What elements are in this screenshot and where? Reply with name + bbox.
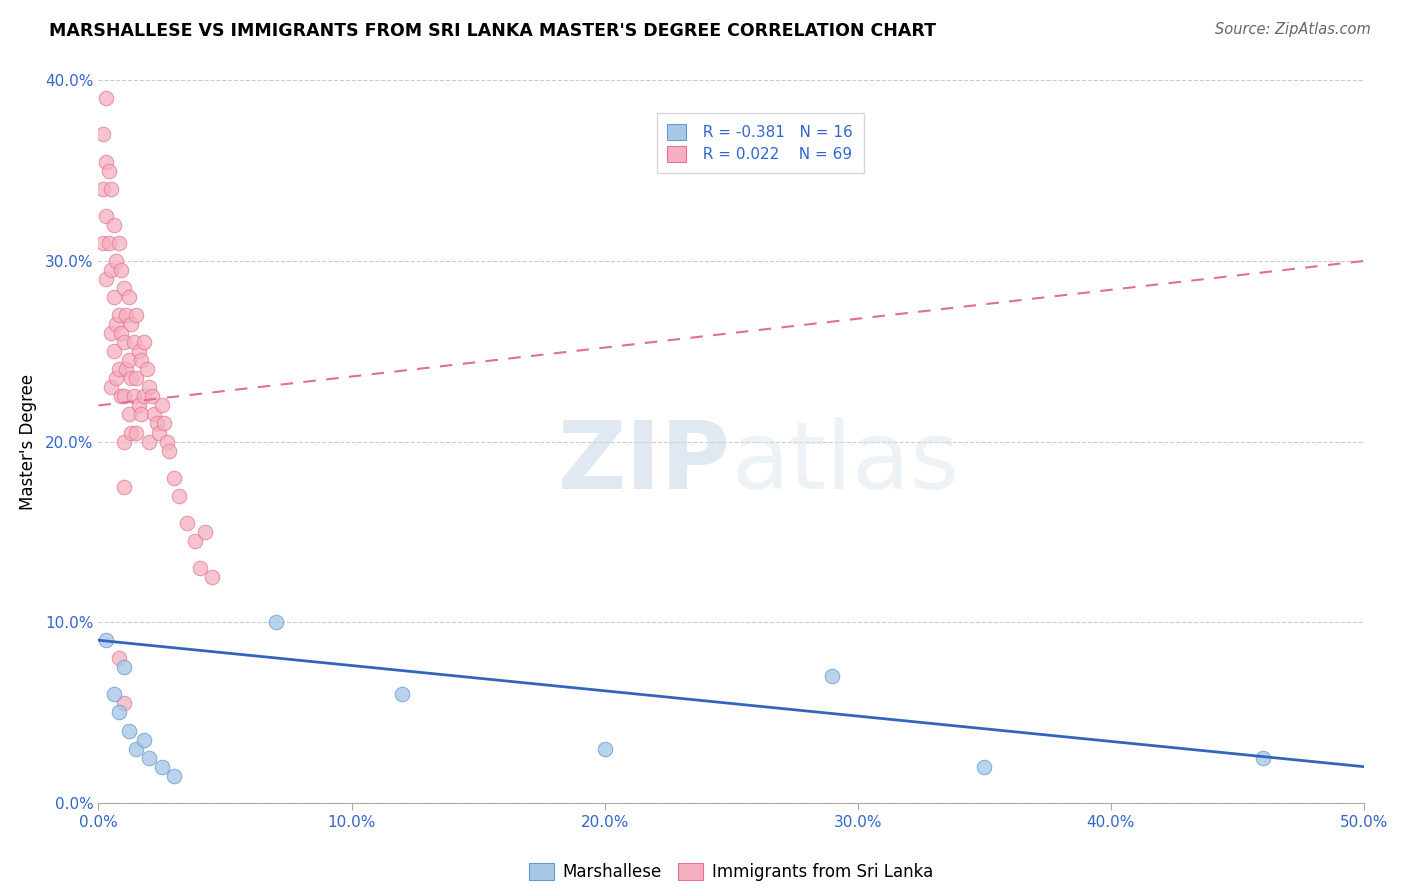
Point — [120, 371, 142, 385]
Point — [138, 380, 160, 394]
Point — [120, 317, 142, 331]
Point — [112, 480, 135, 494]
Point — [128, 398, 150, 412]
Point — [128, 344, 150, 359]
Point — [105, 317, 128, 331]
Point — [97, 235, 120, 250]
Point — [105, 254, 128, 268]
Point — [122, 335, 145, 350]
Point — [141, 389, 163, 403]
Point — [93, 235, 115, 250]
Y-axis label: Master's Degree: Master's Degree — [18, 374, 37, 509]
Point — [100, 182, 122, 196]
Point — [103, 687, 125, 701]
Point — [150, 760, 173, 774]
Point — [107, 235, 129, 250]
Point — [132, 389, 155, 403]
Point — [110, 263, 132, 277]
Point — [110, 389, 132, 403]
Point — [153, 417, 176, 431]
Point — [131, 408, 153, 422]
Point — [112, 434, 135, 449]
Point — [112, 389, 135, 403]
Point — [107, 706, 129, 720]
Point — [156, 434, 179, 449]
Point — [94, 91, 117, 105]
Point — [973, 760, 995, 774]
Point — [157, 443, 180, 458]
Point — [138, 750, 160, 764]
Point — [143, 408, 166, 422]
Point — [110, 326, 132, 340]
Point — [201, 570, 224, 584]
Point — [118, 353, 141, 368]
Point — [94, 154, 117, 169]
Point — [125, 425, 148, 440]
Legend: Marshallese, Immigrants from Sri Lanka: Marshallese, Immigrants from Sri Lanka — [520, 855, 942, 889]
Point — [112, 335, 135, 350]
Point — [94, 633, 117, 648]
Text: Source: ZipAtlas.com: Source: ZipAtlas.com — [1215, 22, 1371, 37]
Point — [391, 687, 413, 701]
Point — [112, 697, 135, 711]
Point — [125, 308, 148, 322]
Point — [107, 362, 129, 376]
Point — [115, 308, 138, 322]
Point — [115, 362, 138, 376]
Point — [94, 272, 117, 286]
Point — [94, 209, 117, 223]
Point — [122, 389, 145, 403]
Point — [103, 344, 125, 359]
Point — [103, 290, 125, 304]
Point — [135, 362, 157, 376]
Point — [163, 471, 186, 485]
Point — [821, 669, 844, 683]
Point — [183, 533, 205, 548]
Text: atlas: atlas — [731, 417, 959, 509]
Point — [264, 615, 287, 630]
Point — [163, 769, 186, 783]
Point — [93, 128, 115, 142]
Point — [150, 398, 173, 412]
Point — [112, 281, 135, 295]
Point — [107, 308, 129, 322]
Point — [132, 732, 155, 747]
Point — [97, 163, 120, 178]
Point — [100, 326, 122, 340]
Point — [120, 425, 142, 440]
Point — [100, 380, 122, 394]
Point — [100, 263, 122, 277]
Point — [125, 741, 148, 756]
Point — [176, 516, 198, 530]
Point — [145, 417, 167, 431]
Point — [93, 182, 115, 196]
Point — [131, 353, 153, 368]
Point — [132, 335, 155, 350]
Point — [105, 371, 128, 385]
Text: ZIP: ZIP — [558, 417, 731, 509]
Point — [103, 218, 125, 232]
Point — [112, 660, 135, 674]
Point — [148, 425, 170, 440]
Point — [125, 371, 148, 385]
Point — [107, 651, 129, 665]
Point — [118, 723, 141, 738]
Point — [118, 290, 141, 304]
Point — [1251, 750, 1274, 764]
Point — [138, 434, 160, 449]
Point — [194, 524, 217, 539]
Text: MARSHALLESE VS IMMIGRANTS FROM SRI LANKA MASTER'S DEGREE CORRELATION CHART: MARSHALLESE VS IMMIGRANTS FROM SRI LANKA… — [49, 22, 936, 40]
Point — [118, 408, 141, 422]
Point — [188, 561, 211, 575]
Point — [593, 741, 616, 756]
Point — [169, 489, 191, 503]
